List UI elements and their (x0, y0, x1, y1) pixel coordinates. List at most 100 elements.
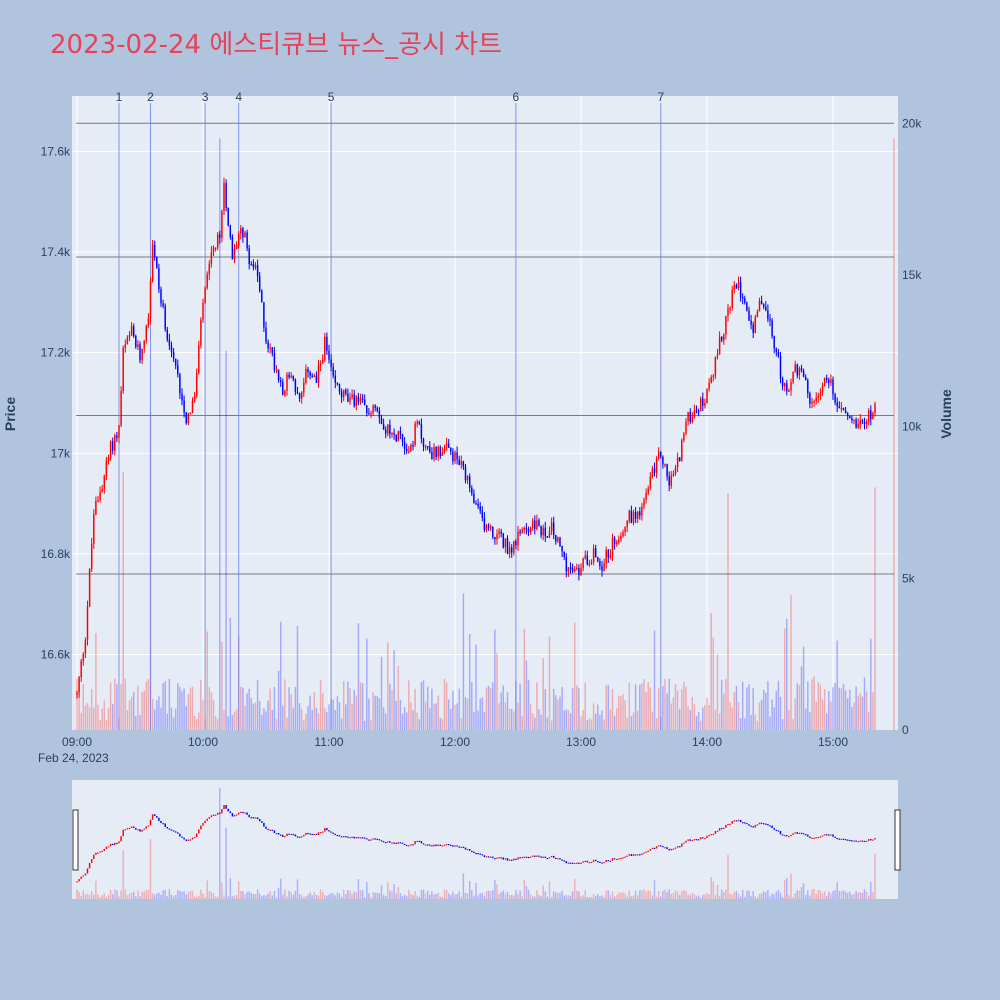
mini-candle (460, 846, 463, 848)
volume-bar (414, 689, 416, 730)
mini-volume-bar (689, 895, 691, 899)
mini-volume-bar (86, 893, 89, 899)
mini-volume-bar (796, 890, 799, 899)
mini-volume-bar (550, 897, 553, 899)
mini-volume-bar (370, 897, 372, 899)
mini-candle (716, 830, 719, 832)
news-marker-label: 6 (513, 90, 520, 104)
volume-bar (494, 629, 496, 730)
mini-candle (174, 831, 177, 833)
volume-bar (630, 716, 633, 730)
candle-body (578, 567, 580, 575)
mini-volume-bar (313, 891, 316, 899)
volume-bar (384, 713, 387, 730)
mini-candle (153, 814, 156, 817)
mini-candle (229, 811, 232, 814)
volume-bar (229, 617, 232, 730)
candle-body (401, 434, 404, 442)
candle-body (298, 393, 301, 399)
volume-bar (475, 644, 477, 730)
mini-candle (265, 826, 267, 829)
mini-volume-bar (435, 894, 437, 899)
mini-candle (256, 817, 259, 820)
candle-body (424, 446, 427, 448)
mini-volume-bar (794, 893, 796, 899)
mini-candle (254, 817, 257, 819)
candle-body (156, 256, 158, 269)
volume-bar (489, 687, 492, 730)
candle-body (372, 405, 374, 414)
candle-body (739, 282, 742, 297)
candle-body (256, 265, 259, 277)
mini-volume-bar (790, 873, 792, 899)
candle-body (586, 555, 589, 565)
mini-volume-bar (292, 894, 295, 899)
mini-volume-bar (445, 890, 448, 899)
mini-candle (855, 840, 857, 842)
range-slider-right-handle[interactable] (894, 809, 901, 871)
candle-body (479, 506, 481, 511)
mini-volume-bar (225, 827, 227, 899)
candle-body (809, 393, 811, 404)
mini-candle (252, 817, 255, 819)
mini-candle (193, 836, 196, 839)
mini-candle (347, 836, 349, 838)
mini-volume-bar (124, 889, 127, 899)
mini-candle (781, 834, 784, 836)
mini-candle (212, 814, 215, 816)
volume-bar (538, 709, 540, 730)
mini-volume-bar (494, 880, 496, 899)
mini-volume-bar (786, 878, 788, 899)
volume-bar (284, 679, 286, 730)
mini-volume-bar (643, 889, 645, 899)
candle-body (870, 410, 872, 420)
mini-volume-bar (114, 889, 116, 899)
candle-body (580, 568, 582, 575)
mini-candle (594, 859, 597, 862)
mini-volume-bar (317, 895, 320, 899)
mini-candle (588, 862, 591, 864)
mini-candle (120, 836, 122, 842)
mini-volume-bar (502, 890, 505, 899)
mini-volume-bar (437, 892, 439, 899)
candle-body (466, 476, 469, 481)
mini-volume-bar (353, 891, 355, 899)
mini-volume-bar (628, 890, 631, 899)
candle-body (86, 606, 89, 641)
main-plot-area (72, 96, 898, 730)
mini-volume-bar (691, 892, 694, 899)
mini-volume-bar (534, 896, 536, 899)
candle-body (109, 441, 112, 458)
candle-body (597, 557, 599, 562)
volume-bar (174, 708, 177, 730)
range-slider-left-handle[interactable] (72, 809, 79, 871)
range-slider[interactable] (72, 780, 898, 899)
mini-candle (296, 836, 299, 838)
candle-body (252, 264, 255, 268)
mini-volume-bar (592, 894, 595, 899)
mini-volume-bar (510, 895, 513, 899)
candle-body (426, 446, 429, 448)
volume-bar (410, 702, 412, 730)
candle-body (796, 364, 799, 376)
volume-bar (391, 690, 393, 730)
mini-candle (725, 824, 727, 828)
candle-body (445, 443, 448, 448)
volume-bar (626, 717, 628, 730)
mini-candle (823, 834, 826, 836)
volume-bar (865, 691, 868, 730)
mini-candle (164, 823, 166, 827)
mini-volume-bar (401, 895, 404, 899)
mini-candle (477, 853, 479, 855)
mini-candle (288, 833, 290, 835)
mini-volume-bar (130, 892, 133, 899)
mini-volume-bar (183, 891, 185, 899)
mini-candle (651, 847, 654, 850)
y-axis-title: Price (2, 397, 18, 431)
mini-candle (489, 856, 492, 858)
mini-candle (487, 856, 490, 858)
volume-bar (544, 689, 547, 730)
candle-body (783, 383, 786, 387)
candle-body (807, 380, 809, 394)
